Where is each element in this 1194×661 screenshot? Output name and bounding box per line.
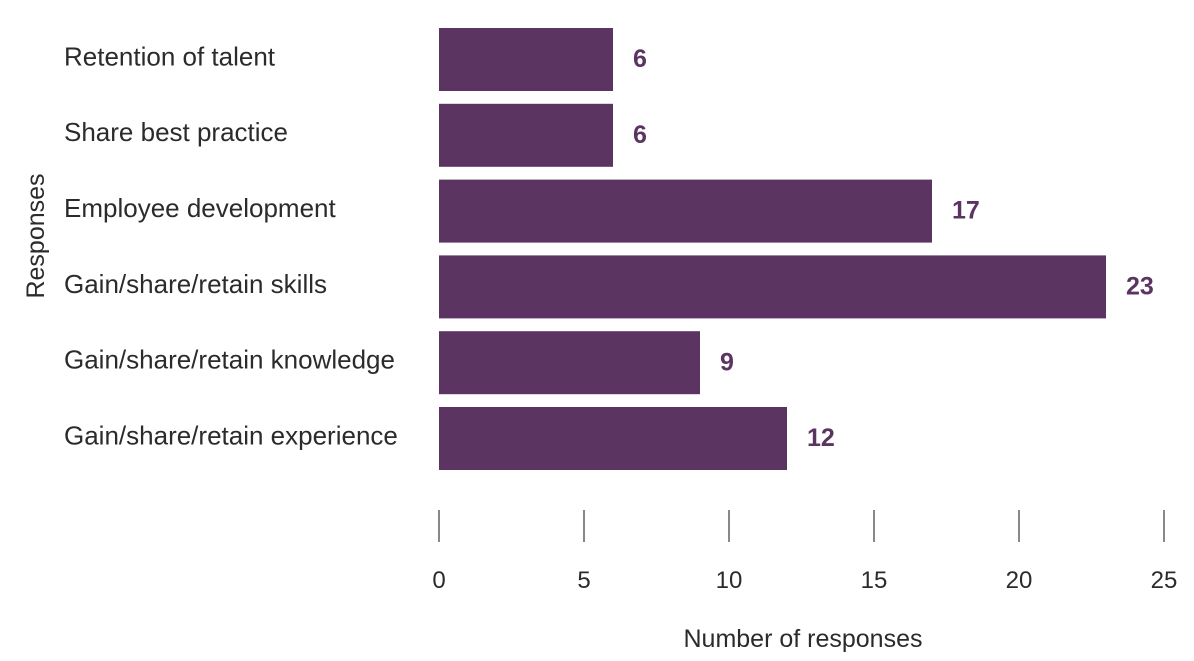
- bar-1: [439, 103, 613, 167]
- x-tick-label: 0: [432, 567, 445, 594]
- bar-value-label: 9: [720, 348, 734, 376]
- bar-2: [439, 179, 932, 243]
- x-axis-title: Number of responses: [683, 625, 922, 653]
- y-axis-title: Responses: [22, 173, 50, 298]
- x-tick-label: 25: [1151, 567, 1178, 594]
- category-label: Gain/share/retain experience: [64, 420, 398, 450]
- bars-group: [439, 28, 1106, 470]
- category-label: Gain/share/retain skills: [64, 269, 327, 299]
- category-labels-group: Retention of talent Share best practice Em…: [64, 41, 398, 450]
- bar-value-label: 17: [952, 197, 980, 225]
- value-labels-group: 6 6 17 23 9 12: [633, 45, 1154, 452]
- bar-value-label: 12: [807, 424, 835, 452]
- category-label: Share best practice: [64, 117, 288, 147]
- category-label: Employee development: [64, 193, 336, 223]
- bar-3: [439, 255, 1106, 319]
- bar-value-label: 23: [1126, 273, 1154, 301]
- category-label: Gain/share/retain knowledge: [64, 345, 395, 375]
- bar-4: [439, 331, 700, 395]
- bar-value-label: 6: [633, 121, 647, 149]
- x-tick-label: 10: [716, 567, 743, 594]
- x-axis-ticks-group: 0 5 10 15 20 25: [432, 510, 1177, 594]
- category-label: Retention of talent: [64, 41, 276, 71]
- x-tick-label: 20: [1006, 567, 1033, 594]
- bar-value-label: 6: [633, 45, 647, 73]
- x-tick-label: 5: [577, 567, 590, 594]
- bar-5: [439, 407, 787, 470]
- bar-0: [439, 28, 613, 91]
- x-tick-label: 15: [861, 567, 888, 594]
